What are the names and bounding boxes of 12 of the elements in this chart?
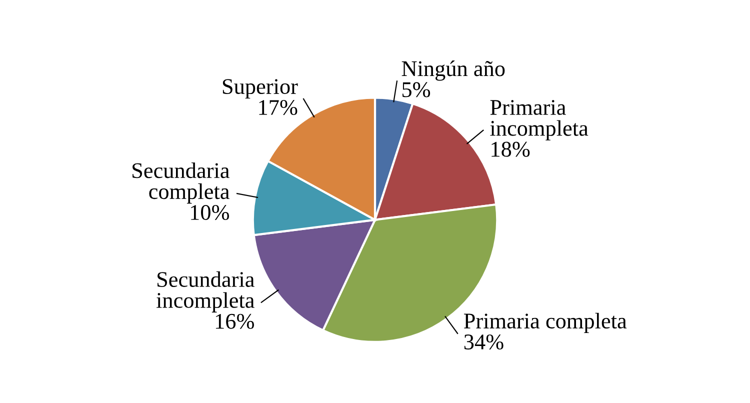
slice-label: Secundaria completa bbox=[132, 162, 230, 204]
data-label: 5% bbox=[402, 82, 430, 98]
data-label: 10% bbox=[191, 204, 230, 220]
slice-label: Superior bbox=[222, 79, 298, 99]
data-label: 16% bbox=[216, 314, 254, 329]
slice-label: Ningún año bbox=[402, 60, 505, 81]
data-label: 34% bbox=[464, 334, 504, 350]
slice-label: Primaria incompleta bbox=[490, 100, 588, 140]
data-label: 17% bbox=[259, 100, 298, 116]
slice-label: Secundaria incompleta bbox=[156, 271, 254, 312]
slice-label: Primaria completa bbox=[464, 312, 627, 334]
data-label: 18% bbox=[492, 142, 530, 157]
